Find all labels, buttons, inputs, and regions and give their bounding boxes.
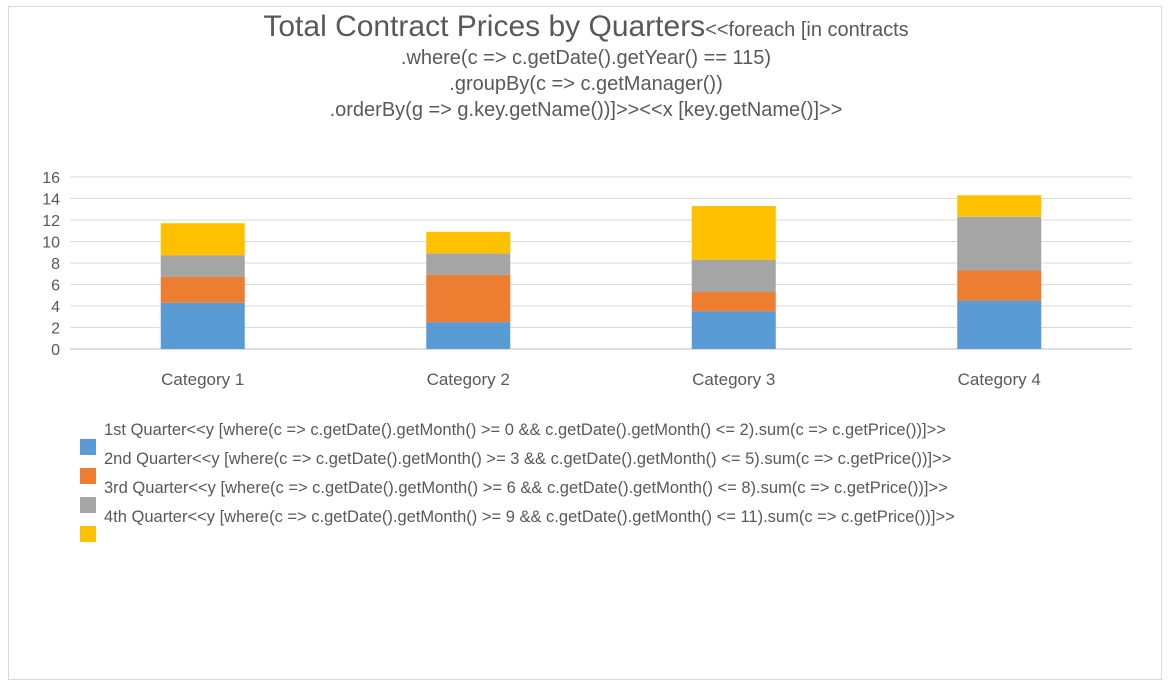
- chart-title-main: Total Contract Prices by Quarters: [263, 10, 706, 43]
- y-tick-label: 8: [51, 256, 60, 273]
- bar-segment-4-category-4: [957, 195, 1042, 217]
- chart-legend: 1st Quarter<<y [where(c => c.getDate().g…: [80, 418, 1100, 542]
- chart-title-code-1: <<foreach [in contracts: [705, 19, 909, 41]
- y-tick-label: 16: [42, 170, 60, 187]
- legend-swatch: [80, 497, 96, 513]
- chart-title: Total Contract Prices by Quarters<<forea…: [0, 8, 1172, 123]
- chart-title-code-2: .where(c => c.getDate().getYear() == 115…: [400, 47, 772, 70]
- bar-segment-1-category-3: [691, 311, 776, 349]
- x-tick-label: Category 2: [427, 370, 510, 389]
- legend-swatch: [80, 526, 96, 542]
- legend-item: 3rd Quarter<<y [where(c => c.getDate().g…: [80, 476, 1100, 513]
- legend-label: 4th Quarter<<y [where(c => c.getDate().g…: [104, 508, 955, 526]
- bar-segment-2-category-1: [160, 276, 245, 303]
- legend-label: 2nd Quarter<<y [where(c => c.getDate().g…: [104, 450, 952, 468]
- y-tick-label: 4: [51, 299, 60, 316]
- bar-segment-3-category-2: [426, 253, 511, 275]
- bar-segment-4-category-1: [160, 223, 245, 256]
- x-tick-label: Category 3: [692, 370, 775, 389]
- bar-segment-4-category-2: [426, 231, 511, 254]
- legend-swatch: [80, 439, 96, 455]
- bar-segment-2-category-2: [426, 274, 511, 323]
- y-tick-label: 14: [42, 192, 60, 209]
- stacked-bar-chart: 0 2 4 6 8 10 12 14 16 Category 1 Category 2 Categor…: [42, 170, 1132, 389]
- x-tick-label: Category 1: [161, 370, 244, 389]
- x-tick-label: Category 4: [958, 370, 1041, 389]
- chart-title-code-3: .groupBy(c => c.getManager()): [449, 72, 723, 95]
- bar-segment-1-category-2: [426, 322, 511, 349]
- y-tick-label: 6: [51, 278, 60, 295]
- bar-segment-3-category-1: [160, 255, 245, 277]
- bar-segment-4-category-3: [691, 206, 776, 260]
- chart-title-code-4: .orderBy(g => g.key.getName())]>><<x [ke…: [329, 98, 843, 121]
- legend-swatch: [80, 468, 96, 484]
- bar-segment-1-category-4: [957, 300, 1042, 349]
- legend-label: 1st Quarter<<y [where(c => c.getDate().g…: [104, 421, 946, 439]
- bar-segment-3-category-4: [957, 216, 1042, 271]
- y-tick-label: 12: [42, 213, 60, 230]
- legend-item: 2nd Quarter<<y [where(c => c.getDate().g…: [80, 447, 1100, 484]
- y-tick-label: 2: [51, 321, 60, 338]
- legend-item: 1st Quarter<<y [where(c => c.getDate().g…: [80, 418, 1100, 455]
- bar-segment-2-category-4: [957, 270, 1042, 301]
- bar-segment-1-category-1: [160, 302, 245, 349]
- bar-segment-3-category-3: [691, 259, 776, 293]
- bar-segment-2-category-3: [691, 292, 776, 312]
- legend-label: 3rd Quarter<<y [where(c => c.getDate().g…: [104, 479, 948, 497]
- y-tick-label: 0: [51, 342, 60, 359]
- legend-item: 4th Quarter<<y [where(c => c.getDate().g…: [80, 505, 1100, 542]
- y-tick-label: 10: [42, 235, 60, 252]
